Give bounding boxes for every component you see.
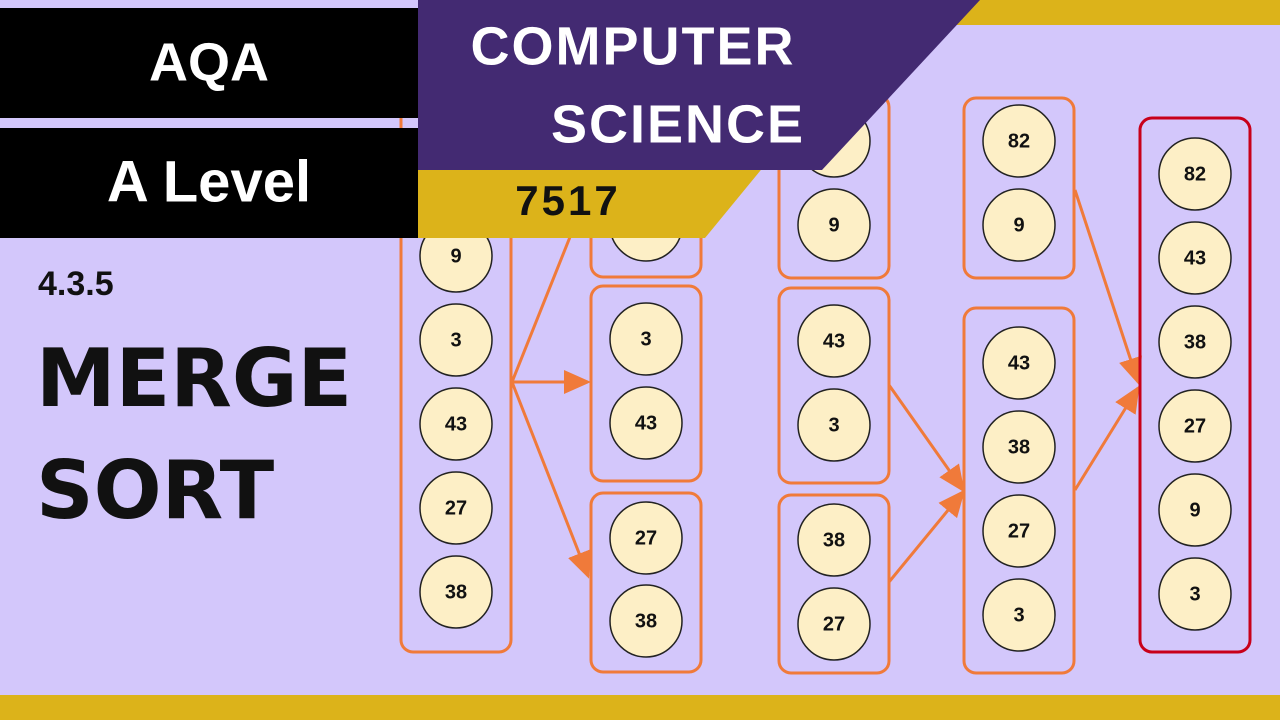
- node-value: 9: [450, 245, 461, 267]
- topic-title: MERGE: [36, 332, 352, 425]
- number-node: [609, 584, 683, 658]
- subject-banner: [418, 0, 980, 170]
- arrow: [1073, 189, 1142, 385]
- node-value: 9: [1013, 214, 1024, 236]
- node-value: 3: [1189, 583, 1200, 605]
- node-value: 38: [1008, 436, 1030, 458]
- number-node: [797, 587, 871, 661]
- number-node: [1158, 221, 1232, 295]
- top-band: [955, 0, 1280, 25]
- number-node: [1158, 305, 1232, 379]
- arrow: [510, 381, 591, 579]
- topic-title: SORT: [36, 444, 275, 537]
- arrow: [1073, 385, 1140, 491]
- number-node: [1158, 473, 1232, 547]
- number-node: [797, 503, 871, 577]
- number-node: [797, 388, 871, 462]
- node-value: 43: [1184, 247, 1206, 269]
- subject-line: SCIENCE: [551, 94, 805, 154]
- arrow: [887, 384, 965, 493]
- node-value: 82: [1008, 130, 1030, 152]
- group-box: [589, 284, 703, 483]
- number-node: [1158, 557, 1232, 631]
- number-node: [419, 471, 493, 545]
- level-box: [0, 128, 418, 238]
- level-label: A Level: [107, 149, 311, 214]
- subject-line: COMPUTER: [471, 16, 796, 76]
- group-box: [962, 306, 1076, 675]
- number-node: [982, 326, 1056, 400]
- number-node: [797, 304, 871, 378]
- group-box: [1138, 116, 1252, 654]
- spec-code: 7517: [515, 177, 620, 224]
- node-value: 27: [1184, 415, 1206, 437]
- number-node: [797, 188, 871, 262]
- number-node: [609, 501, 683, 575]
- node-value: 43: [445, 413, 467, 435]
- number-node: [419, 303, 493, 377]
- node-value: 43: [1008, 352, 1030, 374]
- node-value: 27: [445, 497, 467, 519]
- node-value: 9: [1189, 499, 1200, 521]
- node-value: 27: [635, 527, 657, 549]
- group-box: [777, 286, 891, 485]
- node-value: 38: [1184, 331, 1206, 353]
- node-value: 38: [635, 610, 657, 632]
- group-box: [589, 491, 703, 674]
- section-number: 4.3.5: [38, 265, 114, 303]
- node-value: 27: [823, 613, 845, 635]
- node-value: 43: [635, 412, 657, 434]
- number-node: [982, 578, 1056, 652]
- number-node: [982, 410, 1056, 484]
- code-strip: [418, 165, 765, 238]
- node-value: 9: [828, 214, 839, 236]
- number-node: [419, 387, 493, 461]
- group-box: [962, 96, 1076, 280]
- number-node: [982, 188, 1056, 262]
- number-node: [609, 386, 683, 460]
- number-node: [982, 494, 1056, 568]
- node-value: 82: [1184, 163, 1206, 185]
- number-node: [1158, 137, 1232, 211]
- node-value: 3: [450, 329, 461, 351]
- node-value: 3: [640, 328, 651, 350]
- board-label: AQA: [149, 32, 269, 92]
- arrow: [887, 489, 965, 583]
- node-value: 43: [823, 330, 845, 352]
- node-value: 3: [828, 414, 839, 436]
- arrows: [510, 189, 1142, 583]
- board-box: [0, 8, 418, 118]
- node-value: 38: [445, 581, 467, 603]
- group-box: [777, 493, 891, 675]
- number-node: [982, 104, 1056, 178]
- node-value: 38: [823, 529, 845, 551]
- node-value: 27: [1008, 520, 1030, 542]
- arrow: [510, 231, 574, 383]
- node-value: 3: [1013, 604, 1024, 626]
- number-node: [419, 555, 493, 629]
- number-node: [1158, 389, 1232, 463]
- bottom-band: [0, 695, 1280, 720]
- number-node: [609, 302, 683, 376]
